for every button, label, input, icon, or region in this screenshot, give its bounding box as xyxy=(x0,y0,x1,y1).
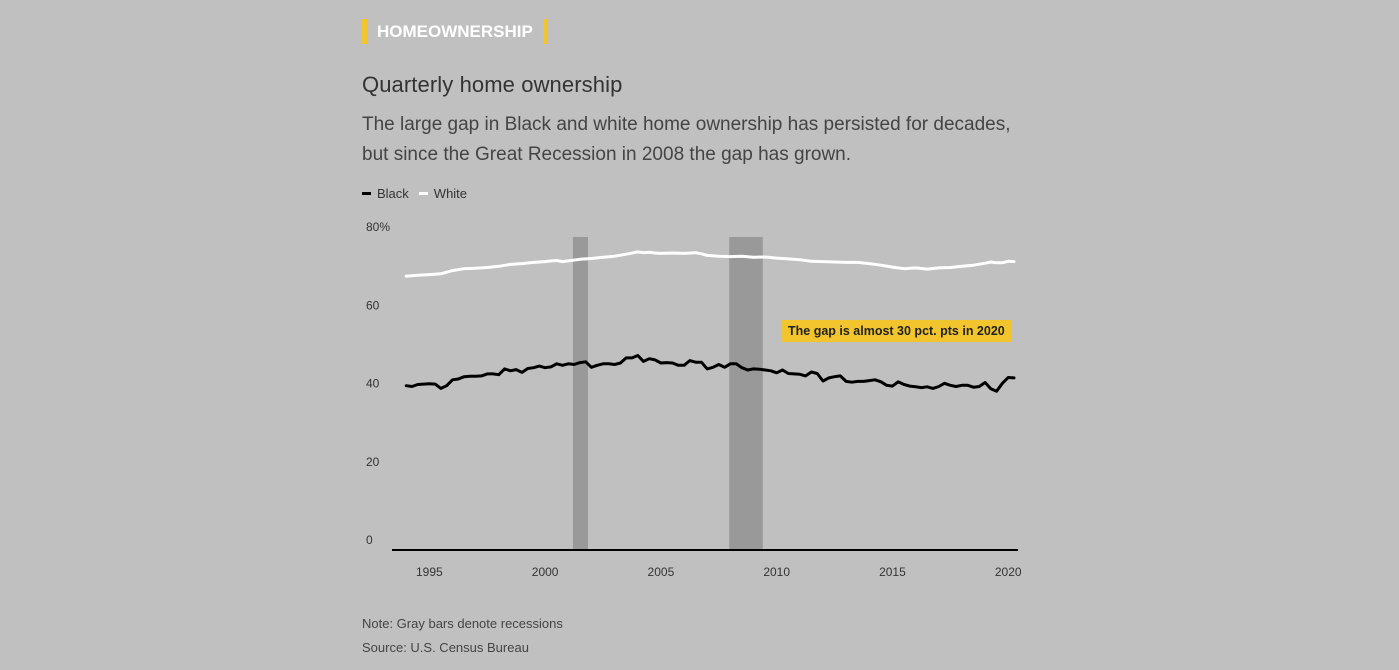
recession-bar-2 xyxy=(729,237,763,550)
x-tick-label-2005: 2005 xyxy=(648,565,675,579)
recession-bar-1 xyxy=(572,237,588,550)
y-tick-label-0: 0 xyxy=(366,533,373,547)
y-tick-label-40: 40 xyxy=(366,377,380,391)
chart-source: Source: U.S. Census Bureau xyxy=(362,640,529,655)
chart-subtitle: The large gap in Black and white home ow… xyxy=(362,114,1011,165)
legend-swatch-white xyxy=(418,192,428,195)
legend-swatch-black xyxy=(362,192,371,195)
y-tick-label-60: 60 xyxy=(366,298,380,312)
x-tick-label-2000: 2000 xyxy=(532,565,559,579)
series-line-black xyxy=(404,354,1016,393)
x-tick-label-2010: 2010 xyxy=(763,565,790,579)
legend-label-black: Black xyxy=(377,186,409,201)
chart-legend: Black White xyxy=(362,186,477,201)
legend-item-black: Black xyxy=(362,186,409,201)
section-kicker: HOMEOWNERSHIP xyxy=(362,19,548,44)
x-tick-label-2015: 2015 xyxy=(879,565,906,579)
chart-title: Quarterly home ownership xyxy=(362,72,623,97)
legend-item-white: White xyxy=(418,186,468,201)
chart-note: Note: Gray bars denote recessions xyxy=(362,616,563,631)
x-tick-label-1995: 1995 xyxy=(416,565,443,579)
gap-annotation: The gap is almost 30 pct. pts in 2020 xyxy=(782,320,1011,342)
y-tick-label-20: 20 xyxy=(366,455,380,469)
series-line-white xyxy=(404,250,1016,278)
legend-label-white: White xyxy=(433,186,468,201)
x-tick-label-2020: 2020 xyxy=(995,565,1022,579)
y-tick-label-80: 80% xyxy=(366,220,390,234)
